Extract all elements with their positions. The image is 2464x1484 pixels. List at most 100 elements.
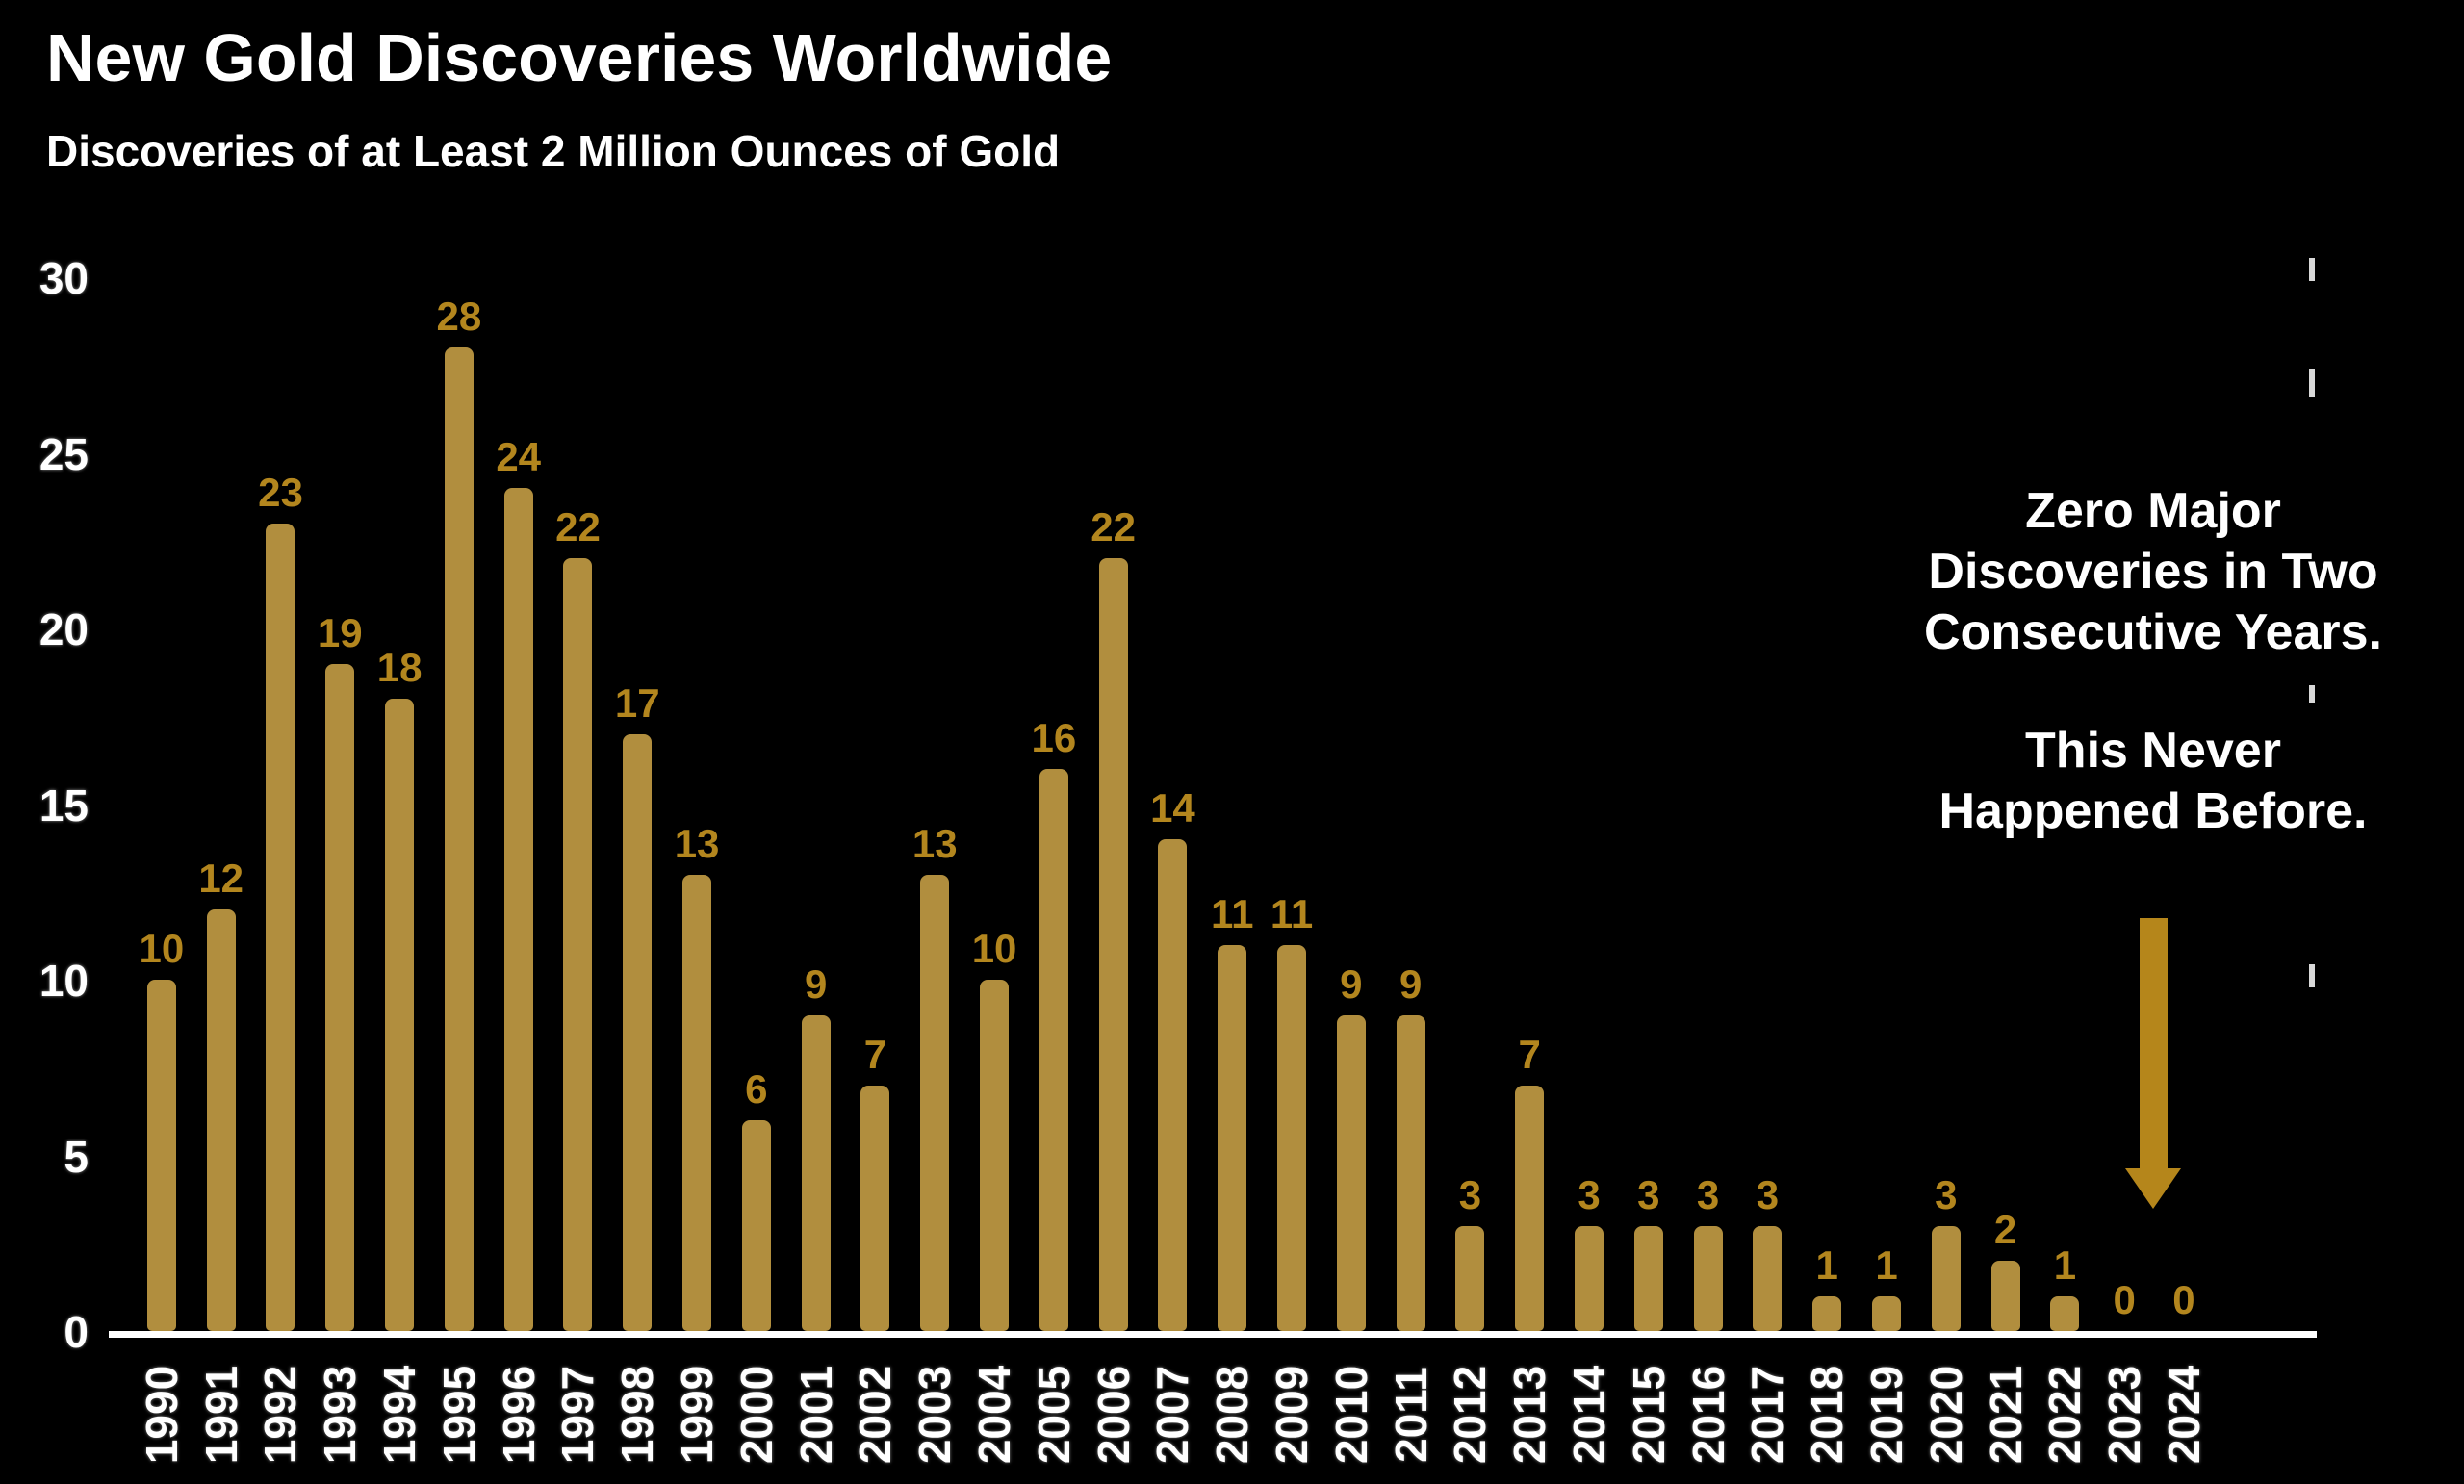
bar-column-2012: 3 bbox=[1441, 0, 1501, 1331]
bar-value-label: 19 bbox=[317, 609, 363, 655]
right-edge-artifact bbox=[2309, 258, 2315, 281]
bar-column-1997: 22 bbox=[549, 0, 608, 1331]
bar-value-label: 13 bbox=[674, 820, 720, 866]
bar-value-label: 11 bbox=[1211, 890, 1254, 936]
bar-2000 bbox=[741, 1120, 771, 1331]
bar-value-label: 23 bbox=[258, 469, 303, 515]
year-label: 1996 bbox=[493, 1365, 544, 1464]
bar-value-label: 7 bbox=[1518, 1031, 1541, 1077]
bar-value-label: 0 bbox=[2113, 1277, 2136, 1322]
bar-column-1990: 10 bbox=[132, 0, 192, 1331]
year-cell: 2002 bbox=[846, 1344, 906, 1484]
bar-value-label: 12 bbox=[198, 856, 244, 901]
bar-value-label: 3 bbox=[1637, 1171, 1660, 1217]
bar-value-label: 13 bbox=[911, 820, 958, 866]
bar-2006 bbox=[1098, 558, 1128, 1331]
bar-column-2008: 11 bbox=[1202, 0, 1262, 1331]
bar-value-label: 18 bbox=[376, 645, 423, 690]
bar-column-1996: 24 bbox=[489, 0, 549, 1331]
year-label: 1995 bbox=[433, 1365, 484, 1464]
year-label: 2008 bbox=[1207, 1365, 1258, 1464]
year-label: 1994 bbox=[374, 1365, 425, 1464]
right-edge-artifact bbox=[2309, 685, 2315, 703]
year-cell: 2001 bbox=[786, 1344, 846, 1484]
bar-value-label: 17 bbox=[614, 679, 660, 726]
bar-value-label: 3 bbox=[1696, 1171, 1720, 1217]
year-label: 2018 bbox=[1802, 1365, 1853, 1464]
bar-column-2016: 3 bbox=[1679, 0, 1738, 1331]
bar-2016 bbox=[1693, 1225, 1723, 1331]
annotation-text: Zero Major Discoveries in Two Consecutive … bbox=[1864, 481, 2442, 842]
year-cell: 1992 bbox=[251, 1344, 311, 1484]
bar-value-label: 16 bbox=[1031, 715, 1077, 760]
bar-column-1992: 23 bbox=[251, 0, 311, 1331]
bar-column-1999: 13 bbox=[667, 0, 727, 1331]
bar-value-label: 22 bbox=[1091, 504, 1136, 550]
annotation-line: Consecutive Years. bbox=[1924, 604, 2382, 660]
y-axis-tick-label: 5 bbox=[64, 1131, 89, 1182]
year-cell: 2014 bbox=[1559, 1344, 1619, 1484]
bar-2007 bbox=[1158, 839, 1188, 1331]
year-label: 2010 bbox=[1325, 1365, 1376, 1464]
bar-column-1991: 12 bbox=[192, 0, 251, 1331]
y-axis-tick-label: 10 bbox=[38, 956, 89, 1006]
bar-column-2006: 22 bbox=[1084, 0, 1143, 1331]
year-label: 1992 bbox=[255, 1365, 306, 1464]
bar-column-2023: 0 bbox=[2094, 0, 2154, 1331]
year-cell: 1998 bbox=[607, 1344, 667, 1484]
bar-column-2011: 9 bbox=[1381, 0, 1441, 1331]
y-axis-tick-label: 25 bbox=[38, 428, 89, 479]
down-arrow-icon bbox=[2125, 918, 2181, 1209]
annotation-line: Discoveries in Two bbox=[1928, 544, 2378, 600]
bar-value-label: 6 bbox=[745, 1066, 768, 1112]
bar-2012 bbox=[1455, 1225, 1485, 1331]
bar-column-2020: 3 bbox=[1916, 0, 1976, 1331]
year-label: 2011 bbox=[1385, 1366, 1436, 1463]
year-cell: 2023 bbox=[2094, 1344, 2154, 1484]
bar-1992 bbox=[266, 523, 295, 1331]
bar-1998 bbox=[623, 733, 653, 1331]
bar-column-2014: 3 bbox=[1559, 0, 1619, 1331]
bar-column-2019: 1 bbox=[1857, 0, 1916, 1331]
annotation-line: Zero Major bbox=[2025, 483, 2281, 539]
year-cell: 1990 bbox=[132, 1344, 192, 1484]
year-label: 2007 bbox=[1147, 1365, 1198, 1464]
year-cell: 1995 bbox=[429, 1344, 489, 1484]
year-label: 2002 bbox=[850, 1365, 901, 1464]
bar-column-2001: 9 bbox=[786, 0, 846, 1331]
year-label: 2013 bbox=[1504, 1365, 1555, 1464]
year-label: 1990 bbox=[136, 1365, 187, 1464]
bar-column-2010: 9 bbox=[1322, 0, 1381, 1331]
x-axis-year-labels: 1990 1991 1992 1993 1994 1995 1996 1997 1998 1999… bbox=[132, 1344, 2214, 1484]
down-arrow-head bbox=[2125, 1168, 2181, 1209]
year-label: 2015 bbox=[1623, 1365, 1674, 1464]
bar-value-label: 3 bbox=[1756, 1171, 1780, 1217]
bar-column-1998: 17 bbox=[607, 0, 667, 1331]
annotation-paragraph: This Never Happened Before. bbox=[1864, 721, 2442, 842]
year-label: 2023 bbox=[2099, 1365, 2150, 1464]
year-label: 2022 bbox=[2040, 1365, 2091, 1464]
bar-column-1993: 19 bbox=[310, 0, 370, 1331]
year-cell: 2019 bbox=[1857, 1344, 1916, 1484]
year-label: 2004 bbox=[969, 1365, 1020, 1464]
y-axis-tick-label: 0 bbox=[64, 1307, 89, 1357]
year-cell: 2000 bbox=[727, 1344, 786, 1484]
bar-value-label: 7 bbox=[863, 1031, 887, 1077]
bar-1995 bbox=[444, 347, 474, 1331]
bar-1994 bbox=[385, 699, 415, 1331]
year-cell: 2022 bbox=[2036, 1344, 2095, 1484]
bar-2015 bbox=[1633, 1225, 1663, 1331]
bar-2008 bbox=[1218, 944, 1247, 1331]
bar-value-label: 1 bbox=[1875, 1241, 1898, 1288]
bar-1997 bbox=[563, 558, 593, 1331]
year-cell: 2012 bbox=[1441, 1344, 1501, 1484]
year-cell: 2020 bbox=[1916, 1344, 1976, 1484]
bar-column-2009: 11 bbox=[1262, 0, 1322, 1331]
year-label: 2019 bbox=[1861, 1365, 1912, 1464]
bar-value-label: 10 bbox=[971, 926, 1017, 971]
year-cell: 2009 bbox=[1262, 1344, 1322, 1484]
bar-1991 bbox=[206, 909, 236, 1331]
year-cell: 2011 bbox=[1381, 1344, 1441, 1484]
bar-2017 bbox=[1753, 1225, 1783, 1331]
year-cell: 1999 bbox=[667, 1344, 727, 1484]
